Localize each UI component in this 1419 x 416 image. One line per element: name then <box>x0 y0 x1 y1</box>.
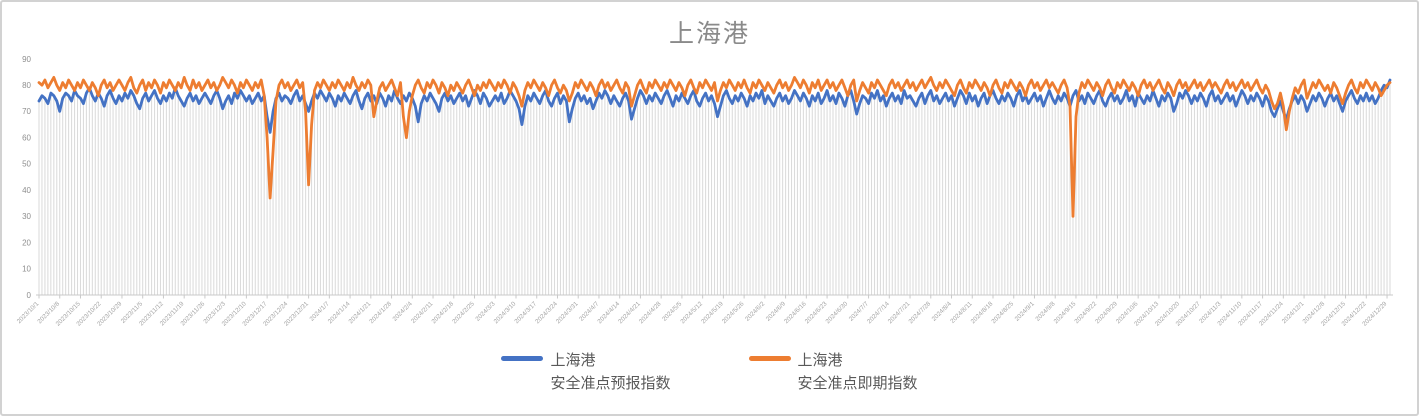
svg-text:90: 90 <box>22 55 31 64</box>
x-axis <box>36 294 1393 299</box>
legend-swatch-forecast-line <box>501 356 544 361</box>
line-chart-svg: 0 10 20 30 40 50 60 70 80 90 2023/10/12023/10/8202… <box>16 55 1393 328</box>
svg-text:2024/3/31: 2024/3/31 <box>555 300 580 325</box>
svg-text:10: 10 <box>22 265 31 274</box>
legend-swatch-spot-line <box>748 356 791 361</box>
legend-label-forecast: 上海港 安全准点预报指数 <box>550 349 670 396</box>
svg-text:80: 80 <box>22 81 31 90</box>
svg-text:0: 0 <box>27 291 32 300</box>
legend-label-forecast-line2: 安全准点预报指数 <box>550 375 671 393</box>
svg-text:2024/8/25: 2024/8/25 <box>990 300 1015 325</box>
svg-text:2024/2/25: 2024/2/25 <box>451 300 476 325</box>
svg-text:50: 50 <box>22 160 31 169</box>
drop-lines <box>38 84 1391 295</box>
svg-text:2024/6/30: 2024/6/30 <box>824 300 849 325</box>
svg-text:70: 70 <box>22 107 31 116</box>
svg-text:20: 20 <box>22 238 31 247</box>
chart-title: 上海港 <box>668 20 750 48</box>
svg-text:2024/6/2: 2024/6/2 <box>744 300 767 323</box>
legend-item-spot: 上海港 安全准点即期指数 <box>748 349 918 396</box>
legend-label-forecast-line1: 上海港 <box>550 352 596 369</box>
y-axis-labels: 0 10 20 30 40 50 60 70 80 90 <box>22 55 31 300</box>
svg-text:2024/7/28: 2024/7/28 <box>907 300 932 325</box>
svg-text:2024/9/1: 2024/9/1 <box>1014 300 1037 323</box>
legend-item-forecast: 上海港 安全准点预报指数 <box>501 349 671 396</box>
svg-text:2024/1/28: 2024/1/28 <box>368 300 393 325</box>
svg-text:2024/4/28: 2024/4/28 <box>638 300 663 325</box>
chart-legend: 上海港 安全准点预报指数 上海港 安全准点即期指数 <box>2 349 1417 396</box>
legend-label-spot: 上海港 安全准点即期指数 <box>798 349 918 396</box>
svg-text:40: 40 <box>22 186 31 195</box>
series-line-spot <box>37 75 1392 218</box>
svg-text:60: 60 <box>22 133 31 142</box>
svg-text:30: 30 <box>22 212 31 221</box>
x-tick-labels: 2023/10/12023/10/82023/10/152023/10/2220… <box>16 300 1389 328</box>
legend-label-spot-line1: 上海港 <box>797 352 843 369</box>
svg-text:2024/5/26: 2024/5/26 <box>721 300 746 325</box>
legend-label-spot-line2: 安全准点即期指数 <box>797 375 918 393</box>
